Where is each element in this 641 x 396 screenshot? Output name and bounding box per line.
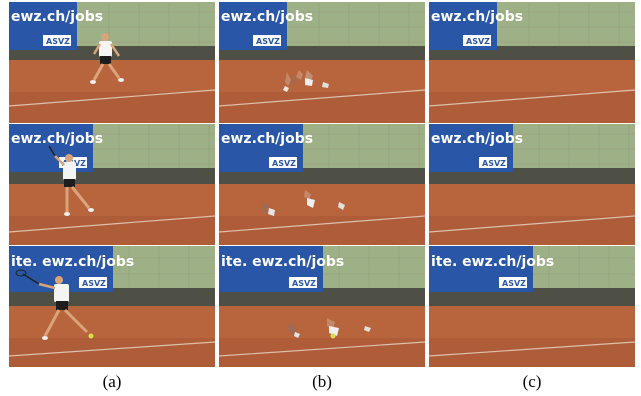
banner-text: ite. ewz.ch/jobs [11,254,134,270]
frame-b-3: ite. ewz.ch/jobs ASVZ [219,246,425,367]
banner-badge: ASVZ [82,279,106,288]
banner-text: ewz.ch/jobs [431,9,523,25]
banner-badge: ASVZ [46,37,70,46]
frame-c-2: ewz.ch/jobs ASVZ [429,124,635,245]
tennis-player [90,33,124,84]
banner-badge: ASVZ [256,37,280,46]
frame-a-1: ewz.ch/jobs ASVZ [9,2,215,123]
tennis-player [48,145,94,216]
figure-grid: ewz.ch/jobs ASVZ [9,0,635,370]
tennis-scene: ite. ewz.ch/jobs ASVZ [219,246,425,367]
tennis-scene: ewz.ch/jobs ASVZ [429,2,635,123]
banner-badge: ASVZ [466,37,490,46]
tennis-scene: ite. ewz.ch/jobs ASVZ [9,246,215,367]
caption-c: (c) [522,372,542,391]
frame-b-1: ewz.ch/jobs ASVZ [219,2,425,123]
frame-c-3: ite. ewz.ch/jobs ASVZ [429,246,635,367]
tennis-player [15,269,94,340]
player-fragments [283,70,329,92]
caption-b: (b) [312,372,332,391]
banner-text: ite. ewz.ch/jobs [431,254,554,270]
banner-text: ite. ewz.ch/jobs [221,254,344,270]
player-fragments [262,190,345,216]
banner-badge: ASVZ [292,279,316,288]
frame-c-1: ewz.ch/jobs ASVZ [429,2,635,123]
frame-a-3: ite. ewz.ch/jobs ASVZ [9,246,215,367]
tennis-scene: ewz.ch/jobs ASVZ [429,124,635,245]
frame-a-2: ewz.ch/jobs ASVZ [9,124,215,245]
frame-b-2: ewz.ch/jobs ASVZ [219,124,425,245]
tennis-scene: ite. ewz.ch/jobs ASVZ [429,246,635,367]
banner-text: ewz.ch/jobs [11,9,103,25]
banner-badge: ASVZ [502,279,526,288]
player-fragments [288,318,371,339]
banner-text: ewz.ch/jobs [431,131,523,147]
banner-text: ewz.ch/jobs [221,9,313,25]
caption-a: (a) [102,372,122,391]
tennis-scene: ewz.ch/jobs ASVZ [219,2,425,123]
banner-badge: ASVZ [272,159,296,168]
banner-text: ewz.ch/jobs [11,131,103,147]
banner-badge: ASVZ [482,159,506,168]
tennis-scene: ewz.ch/jobs ASVZ [9,124,215,245]
banner-text: ewz.ch/jobs [221,131,313,147]
tennis-scene: ewz.ch/jobs ASVZ [219,124,425,245]
tennis-scene: ewz.ch/jobs ASVZ [9,2,215,123]
